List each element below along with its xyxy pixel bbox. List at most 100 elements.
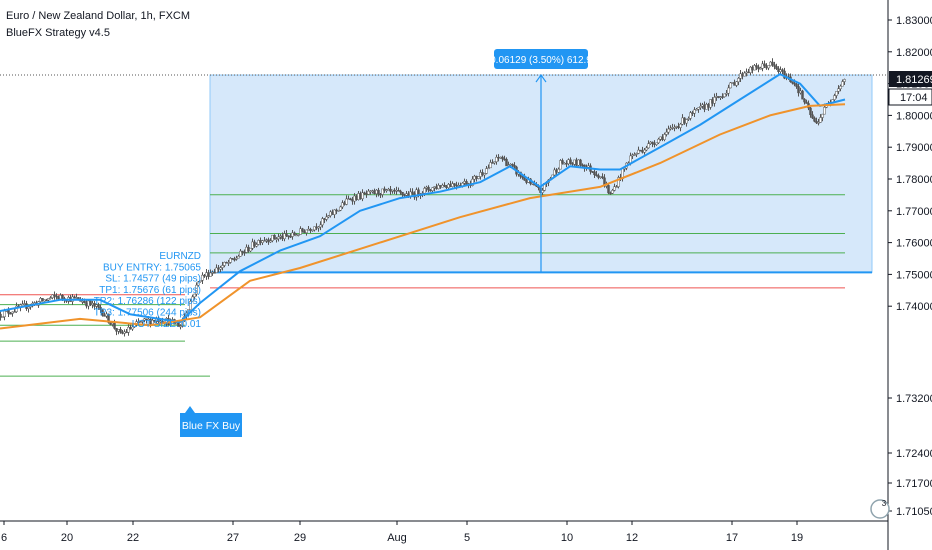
time-tick-label: 22 [127, 532, 139, 544]
candle [781, 68, 784, 75]
candle [9, 311, 12, 315]
candle-body [615, 186, 618, 188]
candle-body [797, 86, 800, 94]
candle-body [839, 85, 842, 89]
candle-body [267, 239, 270, 243]
candle [297, 234, 300, 237]
candle [693, 107, 696, 117]
candle-body [725, 92, 728, 95]
candle-body [0, 313, 2, 318]
candle-body [769, 61, 772, 66]
candle [811, 111, 814, 119]
candle-body [225, 262, 228, 264]
candle-body [737, 78, 740, 83]
candle-body [495, 156, 498, 162]
candle-body [687, 118, 690, 120]
candle [773, 61, 776, 70]
indicator-name: BlueFX Strategy v4.5 [6, 27, 110, 39]
candle [215, 264, 218, 273]
candle-body [275, 238, 278, 240]
candle [759, 66, 762, 70]
candle [767, 65, 770, 71]
candle [221, 261, 224, 271]
candle-body [247, 246, 250, 252]
candle [841, 79, 844, 87]
candle-body [593, 171, 596, 175]
candle [399, 189, 402, 195]
candle [263, 237, 266, 242]
candle-body [375, 189, 378, 195]
candle-body [299, 228, 302, 235]
candle-body [747, 71, 750, 74]
candle-body [815, 121, 818, 124]
candle-body [227, 262, 230, 264]
candle [607, 183, 610, 195]
candle-body [309, 228, 312, 231]
candle-body [51, 294, 54, 298]
candle [49, 296, 52, 300]
candle [487, 164, 490, 170]
candle-body [525, 179, 528, 183]
candle [695, 108, 698, 111]
candle [561, 158, 564, 165]
candle-body [99, 306, 102, 310]
candle [273, 234, 276, 240]
candle-body [359, 193, 362, 200]
candle [613, 183, 616, 192]
buy-marker[interactable] [180, 406, 242, 437]
candle-body [217, 267, 220, 270]
candle-body [283, 233, 286, 240]
candle [427, 185, 430, 193]
candle-body [763, 63, 766, 66]
candle-body [127, 326, 130, 333]
candle-body [303, 231, 306, 234]
price-tick-label: 1.76000 [896, 238, 932, 250]
candle-body [449, 184, 452, 187]
candle-body [753, 65, 756, 71]
events-icon[interactable] [870, 499, 890, 519]
candle-body [23, 303, 26, 305]
last-price-tag [889, 71, 932, 87]
candle-body [555, 169, 558, 173]
candle-body [323, 218, 326, 220]
candle [743, 71, 746, 77]
candle-body [841, 81, 844, 87]
candle-body [61, 295, 64, 299]
candle-body [481, 172, 484, 176]
candle-body [297, 234, 300, 236]
candle-body [47, 298, 50, 301]
candle [197, 280, 200, 287]
candle [569, 157, 572, 165]
candle-body [791, 81, 794, 84]
candle-body [631, 154, 634, 157]
candle [679, 122, 682, 132]
candle-body [689, 112, 692, 119]
candle-body [811, 114, 814, 119]
candle [341, 200, 344, 209]
candle-body [349, 198, 352, 200]
candle-body [277, 236, 280, 239]
candle-body [561, 160, 564, 164]
candle-body [597, 175, 600, 178]
candle [227, 259, 230, 266]
candle [283, 230, 286, 242]
candle-body [655, 142, 658, 145]
candle [511, 163, 514, 168]
candle [579, 158, 582, 167]
candle-body [27, 306, 30, 309]
candle [813, 116, 816, 123]
candle [633, 152, 636, 156]
candle-body [199, 280, 202, 282]
candle-body [363, 192, 366, 194]
candle [1, 316, 4, 319]
candle-body [843, 79, 846, 82]
candle-body [477, 176, 480, 179]
candle-body [287, 235, 290, 237]
candle-body [673, 127, 676, 129]
candle-body [273, 234, 276, 240]
candle-body [513, 165, 516, 168]
price-tick-label: 1.75000 [896, 269, 932, 281]
candle-body [721, 96, 724, 98]
candle [655, 142, 658, 146]
